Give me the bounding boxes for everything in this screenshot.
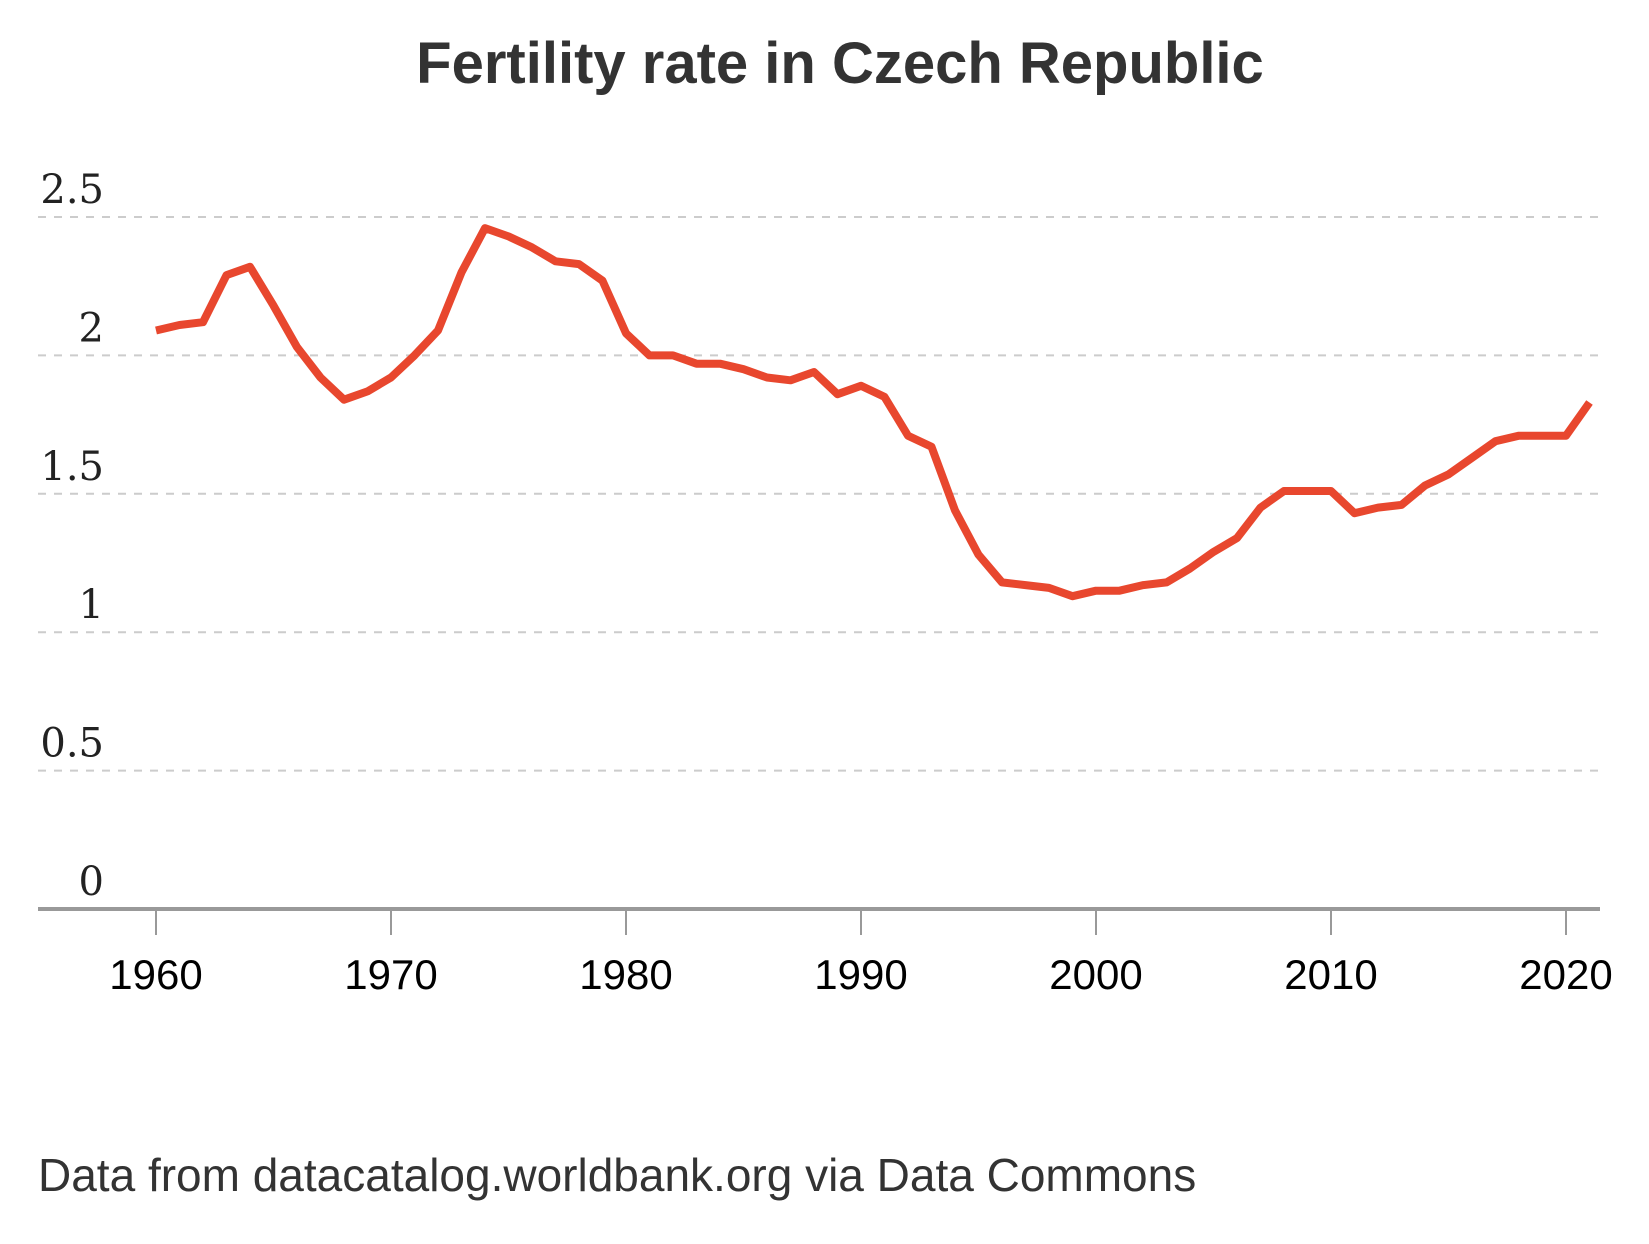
- data-point-2010: [1327, 487, 1335, 495]
- data-point-2005: [1210, 548, 1218, 556]
- x-tick-label: 1960: [109, 951, 202, 998]
- data-point-2007: [1257, 504, 1265, 512]
- data-point-1976: [528, 243, 536, 251]
- data-point-1971: [411, 351, 419, 359]
- data-point-1998: [1045, 584, 1053, 592]
- data-point-1977: [552, 257, 560, 265]
- data-point-1961: [176, 321, 184, 329]
- y-tick-label: 2.5: [40, 167, 104, 213]
- x-tick-label: 1970: [344, 951, 437, 998]
- data-point-1987: [787, 376, 795, 384]
- data-point-2013: [1398, 501, 1406, 509]
- y-tick-label: 1.5: [40, 444, 104, 490]
- data-point-2011: [1351, 509, 1359, 517]
- data-point-1964: [246, 263, 254, 271]
- data-point-1968: [340, 396, 348, 404]
- data-point-1969: [364, 387, 372, 395]
- data-point-1983: [693, 360, 701, 368]
- data-point-2012: [1374, 504, 1382, 512]
- data-point-1986: [763, 374, 771, 382]
- series-line: [155, 224, 1593, 601]
- x-tick-label: 1980: [579, 951, 672, 998]
- data-point-1965: [270, 302, 278, 310]
- data-point-1996: [998, 578, 1006, 586]
- data-point-2021: [1586, 399, 1594, 407]
- data-point-1973: [458, 268, 466, 276]
- data-point-1974: [481, 224, 489, 232]
- data-point-1970: [387, 374, 395, 382]
- data-point-1962: [199, 318, 207, 326]
- data-point-1975: [505, 232, 513, 240]
- data-point-1981: [646, 351, 654, 359]
- data-point-1980: [622, 329, 630, 337]
- data-point-1989: [834, 390, 842, 398]
- data-point-1985: [740, 365, 748, 373]
- source-note: Data from datacatalog.worldbank.org via …: [38, 1149, 1197, 1201]
- data-point-1982: [669, 351, 677, 359]
- data-point-2002: [1139, 581, 1147, 589]
- data-point-1994: [951, 506, 959, 514]
- x-tick-label: 2000: [1049, 951, 1142, 998]
- gridlines: [38, 216, 1600, 772]
- data-point-1992: [904, 432, 912, 440]
- chart-title: Fertility rate in Czech Republic: [416, 31, 1264, 96]
- data-point-2017: [1492, 437, 1500, 445]
- y-tick-label: 0.5: [40, 721, 104, 767]
- data-point-2001: [1116, 587, 1124, 595]
- x-tick-label: 2020: [1519, 951, 1612, 998]
- data-point-1997: [1022, 581, 1030, 589]
- data-point-1963: [223, 271, 231, 279]
- data-point-2019: [1539, 432, 1547, 440]
- data-point-2000: [1092, 587, 1100, 595]
- y-tick-label: 1: [79, 582, 104, 628]
- data-point-2008: [1280, 487, 1288, 495]
- x-axis-ticks: 1960 1970 1980 1990 2000 2010 2020: [109, 909, 1613, 998]
- data-point-2004: [1186, 565, 1194, 573]
- data-point-1967: [317, 374, 325, 382]
- x-tick-label: 1990: [814, 951, 907, 998]
- data-point-1999: [1069, 592, 1077, 600]
- y-axis-ticks: 0 0.5 1 1.5 2 2.5: [40, 167, 104, 905]
- data-point-1966: [293, 343, 301, 351]
- data-point-1984: [716, 360, 724, 368]
- data-point-1972: [434, 327, 442, 335]
- data-point-1979: [599, 277, 607, 285]
- x-tick-label: 2010: [1284, 951, 1377, 998]
- data-point-2016: [1468, 454, 1476, 462]
- data-point-2014: [1421, 482, 1429, 490]
- data-point-1988: [810, 368, 818, 376]
- data-point-2006: [1233, 534, 1241, 542]
- data-point-2020: [1562, 432, 1570, 440]
- data-point-2018: [1515, 432, 1523, 440]
- data-point-1978: [575, 260, 583, 268]
- data-point-1960: [152, 327, 160, 335]
- y-tick-label: 2: [79, 305, 104, 351]
- data-point-1993: [928, 443, 936, 451]
- data-point-2015: [1445, 470, 1453, 478]
- y-tick-label: 0: [79, 859, 104, 905]
- data-points: [152, 224, 1594, 600]
- data-point-1995: [975, 551, 983, 559]
- data-point-2009: [1304, 487, 1312, 495]
- data-point-1991: [881, 393, 889, 401]
- data-point-2003: [1163, 578, 1171, 586]
- data-point-1990: [857, 382, 865, 390]
